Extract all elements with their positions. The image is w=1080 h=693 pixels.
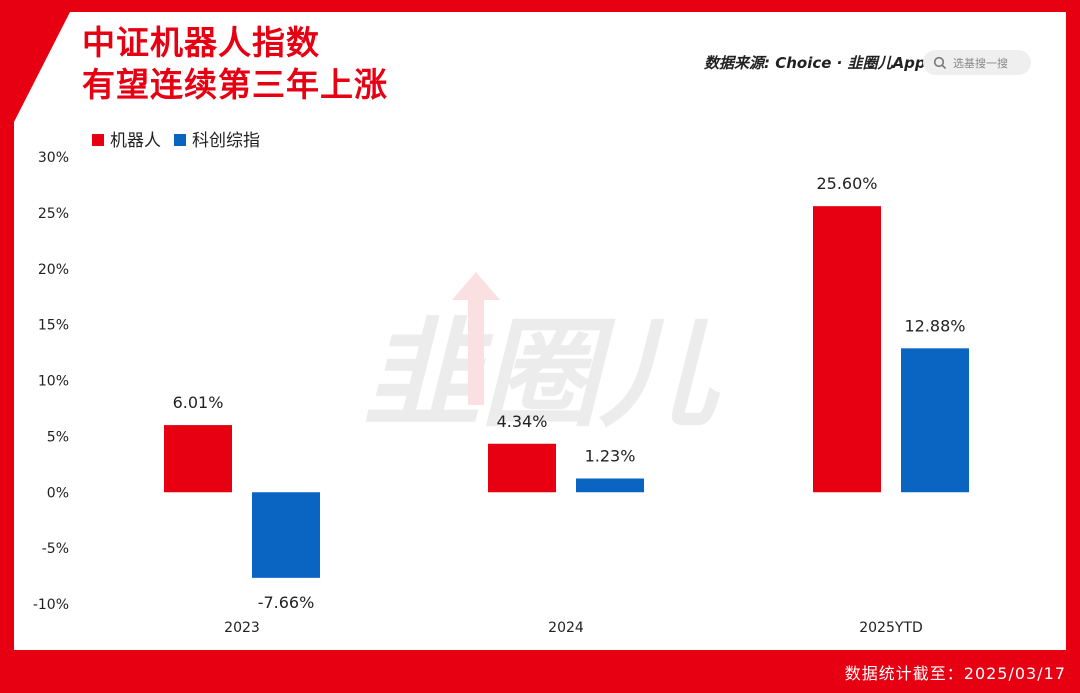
y-tick-label: 0% — [47, 485, 69, 501]
watermark-arrow-icon — [452, 272, 500, 405]
data-label: 4.34% — [497, 412, 548, 431]
bar-star-index-2023 — [252, 492, 320, 578]
bar-robot-2025YTD — [813, 206, 881, 493]
y-tick-label: 30% — [38, 150, 69, 166]
y-tick-label: 25% — [38, 206, 69, 222]
search-box[interactable]: 选基搜一搜 — [923, 50, 1031, 75]
x-category-label: 2024 — [548, 620, 584, 636]
bar-robot-2023 — [164, 425, 232, 493]
y-tick-label: 20% — [38, 262, 69, 278]
corner-accent — [14, 12, 70, 122]
data-source: 数据来源: Choice · 韭圈儿App — [704, 54, 926, 72]
chart-card — [14, 12, 1066, 650]
y-axis: 30% 25% 20% 15% 10% 5% 0% -5% -10% — [33, 150, 69, 613]
search-placeholder: 选基搜一搜 — [953, 56, 1008, 70]
bar-star-index-2024 — [576, 478, 644, 493]
x-category-label: 2023 — [224, 620, 260, 636]
page-title: 中证机器人指数 有望连续第三年上涨 — [82, 22, 388, 106]
data-label: 25.60% — [816, 174, 877, 193]
y-tick-label: 5% — [47, 429, 69, 445]
data-label: -7.66% — [258, 593, 315, 612]
data-label: 1.23% — [585, 447, 636, 466]
legend-swatch-star-index — [174, 134, 186, 146]
search-icon — [933, 56, 947, 69]
x-category-label: 2025YTD — [859, 620, 923, 636]
legend-label-robot: 机器人 — [110, 131, 161, 151]
watermark-text: 韭圈儿 — [363, 305, 721, 443]
y-tick-label: -5% — [42, 541, 69, 557]
y-tick-label: -10% — [33, 597, 69, 613]
title-line-1: 中证机器人指数 — [82, 23, 320, 62]
bar-star-index-2025YTD — [901, 348, 969, 493]
data-label: 12.88% — [904, 316, 965, 335]
legend: 机器人 科创综指 — [92, 131, 260, 151]
bars: 6.01% -7.66% 4.34% 1.23% 25.60% 12.88% — [164, 174, 969, 612]
data-label: 6.01% — [173, 393, 224, 412]
y-tick-label: 10% — [38, 374, 69, 390]
y-tick-label: 15% — [38, 318, 69, 334]
legend-label-star-index: 科创综指 — [192, 131, 260, 151]
bar-robot-2024 — [488, 443, 556, 493]
watermark: 韭圈儿 — [363, 272, 721, 443]
title-line-2: 有望连续第三年上涨 — [82, 65, 388, 104]
legend-swatch-robot — [92, 134, 104, 146]
footer-note: 数据统计截至：2025/03/17 — [844, 664, 1066, 683]
x-axis: 2023 2024 2025YTD — [224, 620, 923, 636]
